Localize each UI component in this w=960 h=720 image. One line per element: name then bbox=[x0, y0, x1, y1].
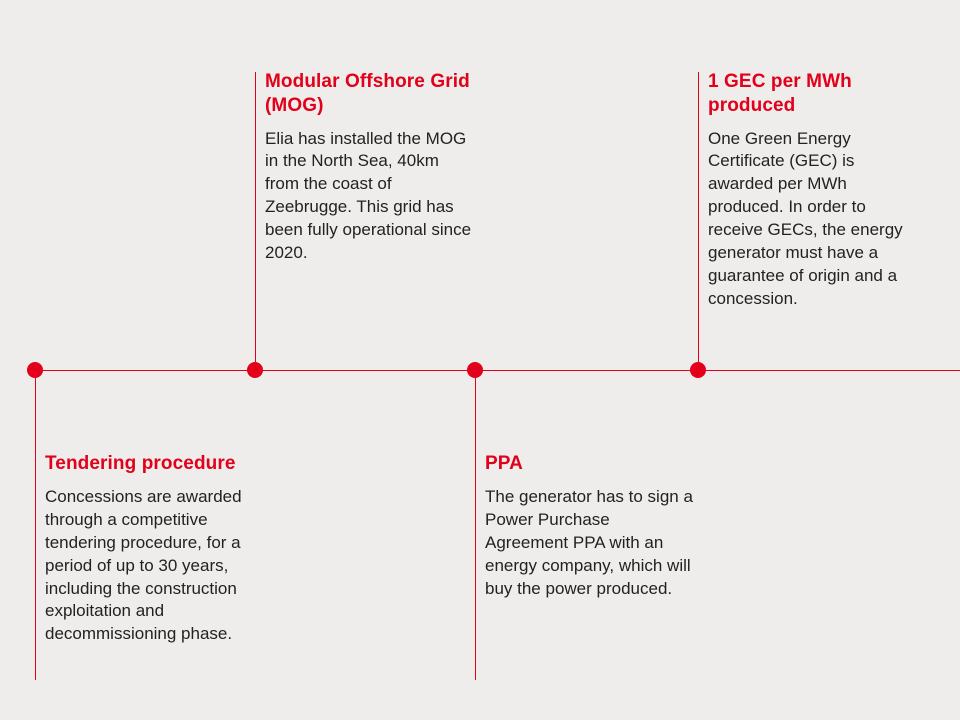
card-title: 1 GEC per MWh produced bbox=[708, 70, 918, 118]
timeline-stem-2 bbox=[255, 72, 256, 370]
card-title: Tendering procedure bbox=[45, 452, 255, 476]
timeline-stem-1 bbox=[35, 370, 36, 680]
timeline-diagram: Tendering procedure Concessions are awar… bbox=[0, 0, 960, 720]
card-body: One Green Energy Certificate (GEC) is aw… bbox=[708, 128, 918, 312]
timeline-stem-4 bbox=[698, 72, 699, 370]
card-title: Modular Offshore Grid (MOG) bbox=[265, 70, 475, 118]
card-title: PPA bbox=[485, 452, 695, 476]
card-body: The generator has to sign a Power Purcha… bbox=[485, 486, 695, 601]
timeline-axis bbox=[30, 370, 960, 371]
timeline-stem-3 bbox=[475, 370, 476, 680]
card-body: Concessions are awarded through a compet… bbox=[45, 486, 255, 647]
card-ppa: PPA The generator has to sign a Power Pu… bbox=[485, 452, 695, 600]
card-body: Elia has installed the MOG in the North … bbox=[265, 128, 475, 266]
card-tendering: Tendering procedure Concessions are awar… bbox=[45, 452, 255, 646]
card-mog: Modular Offshore Grid (MOG) Elia has ins… bbox=[265, 70, 475, 265]
card-gec: 1 GEC per MWh produced One Green Energy … bbox=[708, 70, 918, 311]
